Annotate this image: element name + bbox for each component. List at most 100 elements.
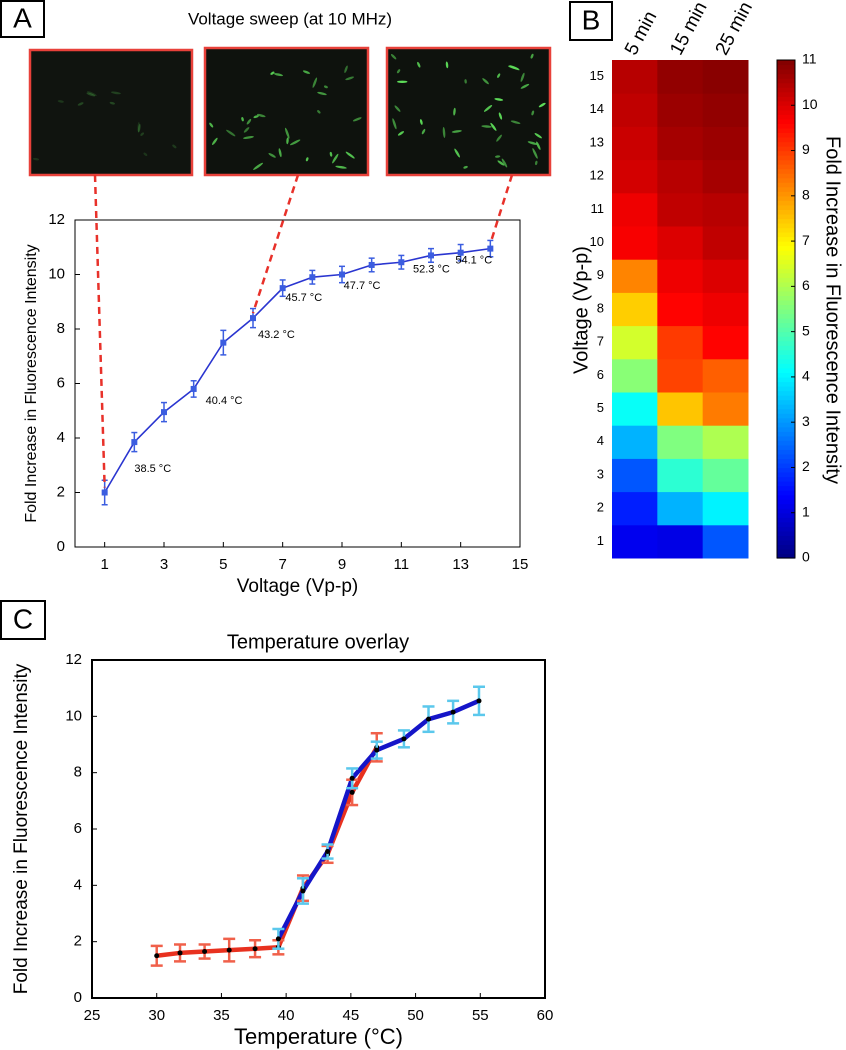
heatmap-cell bbox=[657, 392, 704, 426]
heatmap-cell bbox=[702, 458, 749, 493]
colorbar-step bbox=[777, 290, 795, 297]
marker bbox=[279, 285, 286, 292]
colorbar-step bbox=[777, 349, 795, 355]
marker bbox=[177, 950, 183, 956]
marker bbox=[476, 698, 482, 704]
marker bbox=[101, 489, 108, 496]
colorbar-step bbox=[777, 462, 795, 469]
y-tick-label: 12 bbox=[48, 211, 65, 228]
colorbar-label: Fold Increase in Fluorescence Intensity bbox=[822, 136, 844, 484]
colorbar-step bbox=[777, 404, 795, 410]
cell-spot bbox=[305, 157, 309, 162]
cell-spot bbox=[312, 77, 318, 88]
row-label: 1 bbox=[597, 533, 604, 548]
colorbar-step bbox=[777, 526, 795, 532]
colorbar-step bbox=[777, 227, 795, 233]
cell-spot bbox=[286, 137, 289, 145]
heatmap-cell bbox=[702, 491, 749, 526]
marker bbox=[374, 747, 380, 753]
colorbar-step bbox=[777, 91, 795, 97]
heatmap-cell bbox=[657, 60, 704, 94]
colorbar-step bbox=[777, 173, 795, 179]
colorbar-step bbox=[777, 236, 795, 242]
heatmap-cell bbox=[702, 524, 749, 559]
colorbar-step bbox=[777, 177, 795, 183]
colorbar-step bbox=[777, 272, 795, 278]
colorbar-step bbox=[777, 87, 795, 93]
heatmap-cell bbox=[657, 192, 704, 227]
x-tick-label: 13 bbox=[452, 556, 469, 573]
micrograph bbox=[28, 48, 194, 177]
colorbar-step bbox=[777, 277, 795, 283]
colorbar-frame bbox=[776, 59, 796, 559]
y-tick-label: 6 bbox=[74, 820, 82, 837]
annotation: 54.1 °C bbox=[455, 255, 492, 267]
marker bbox=[398, 259, 405, 266]
heatmap-cell bbox=[702, 392, 749, 426]
marker bbox=[161, 409, 167, 416]
cell-spot bbox=[317, 110, 321, 114]
colorbar-step bbox=[777, 381, 795, 387]
colorbar-step bbox=[777, 399, 795, 405]
cell-spot bbox=[226, 129, 236, 137]
cell-spot bbox=[481, 125, 492, 128]
cell-spot bbox=[268, 152, 276, 158]
y-tick-label: 0 bbox=[57, 538, 65, 555]
heatmap-cell bbox=[702, 192, 749, 227]
cell-spot bbox=[270, 71, 275, 75]
cell-spot bbox=[209, 122, 214, 128]
colorbar-step bbox=[777, 426, 795, 432]
colorbar-step bbox=[777, 422, 795, 428]
colorbar-step bbox=[777, 204, 795, 210]
series-line bbox=[156, 746, 379, 958]
cell-spot bbox=[278, 148, 282, 158]
colorbar-step bbox=[777, 340, 795, 346]
heatmap-cell bbox=[612, 159, 658, 194]
x-tick-label: 9 bbox=[338, 556, 346, 573]
colorbar-step bbox=[777, 553, 795, 559]
colorbar-step bbox=[777, 372, 795, 378]
marker bbox=[131, 439, 138, 446]
marker bbox=[250, 315, 256, 322]
y-tick-label: 0 bbox=[74, 989, 82, 1006]
marker bbox=[349, 775, 355, 781]
x-tick-label: 15 bbox=[512, 556, 529, 573]
panel-label: B bbox=[582, 4, 601, 35]
cell-spot bbox=[396, 69, 401, 74]
colorbar-step bbox=[777, 535, 795, 541]
cell-spot bbox=[445, 61, 449, 69]
colorbar-step bbox=[777, 195, 795, 201]
colorbar-step bbox=[777, 245, 795, 251]
heatmap-cell bbox=[657, 358, 704, 393]
marker bbox=[457, 249, 464, 256]
colorbar-step bbox=[777, 476, 795, 482]
colorbar-tick-label: 4 bbox=[802, 368, 810, 384]
colorbar-step bbox=[777, 376, 795, 383]
cell-spot bbox=[394, 105, 401, 112]
heatmap-cell bbox=[657, 93, 704, 127]
colorbar-step bbox=[777, 146, 795, 152]
colorbar-step bbox=[777, 209, 795, 215]
colorbar-step bbox=[777, 105, 795, 111]
annotation: 43.2 °C bbox=[258, 329, 295, 341]
heatmap-cell bbox=[612, 392, 658, 426]
marker bbox=[154, 953, 160, 959]
x-axis-label: Voltage (Vp-p) bbox=[237, 576, 358, 597]
colorbar-step bbox=[777, 449, 795, 455]
colorbar-step bbox=[777, 318, 795, 324]
row-label: 8 bbox=[597, 300, 604, 315]
cell-spot bbox=[496, 134, 502, 142]
cell-spot bbox=[140, 132, 145, 136]
cell-spot bbox=[527, 141, 538, 145]
cell-spot bbox=[86, 91, 97, 96]
cell-spot bbox=[483, 104, 493, 112]
heatmap-cell bbox=[657, 259, 704, 293]
cell-spot bbox=[531, 110, 535, 116]
cell-spot bbox=[345, 151, 355, 159]
cell-spot bbox=[397, 80, 408, 83]
cell-spot bbox=[335, 165, 347, 169]
plot-frame bbox=[91, 659, 546, 999]
column-label: 5 min bbox=[621, 8, 661, 59]
colorbar-step bbox=[777, 408, 795, 414]
